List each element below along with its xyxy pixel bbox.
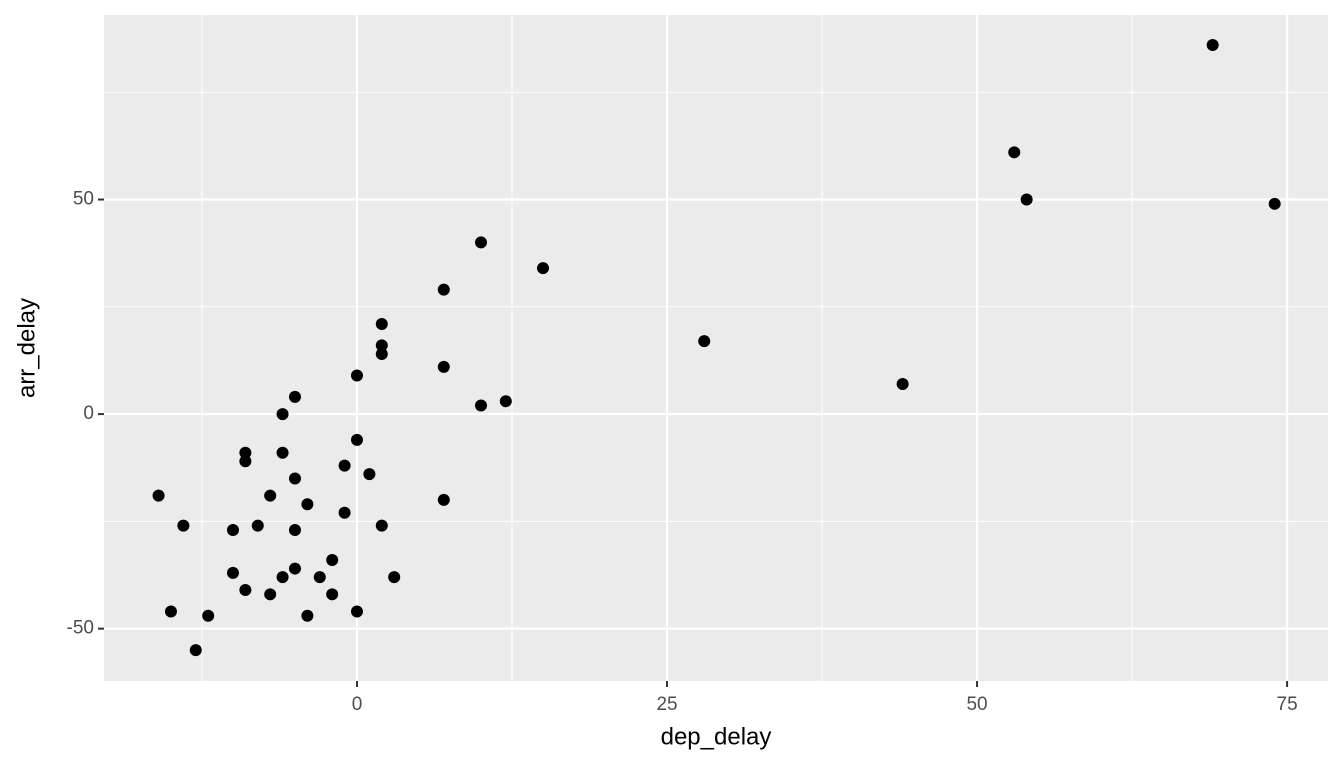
point — [1008, 146, 1021, 159]
y-tick-label: 0 — [83, 403, 94, 424]
point — [375, 519, 388, 532]
point — [239, 455, 252, 468]
point — [326, 553, 339, 566]
point — [1206, 39, 1219, 52]
point — [288, 390, 301, 403]
point — [350, 605, 363, 618]
point — [301, 609, 314, 622]
point — [288, 562, 301, 575]
point — [152, 489, 165, 502]
point — [251, 519, 264, 532]
point — [437, 493, 450, 506]
point — [264, 489, 277, 502]
y-axis-title: arr_delay — [13, 298, 40, 398]
point — [350, 369, 363, 382]
point — [375, 348, 388, 361]
point — [338, 459, 351, 472]
point — [537, 262, 550, 275]
point — [239, 584, 252, 597]
point — [226, 523, 239, 536]
point — [363, 468, 376, 481]
point — [698, 335, 711, 348]
point — [350, 433, 363, 446]
point — [313, 571, 326, 584]
point — [474, 236, 487, 249]
point — [276, 446, 289, 459]
x-tick-label: 75 — [1277, 694, 1298, 715]
point — [276, 571, 289, 584]
point — [288, 523, 301, 536]
point — [474, 399, 487, 412]
point — [202, 609, 215, 622]
x-tick-label: 50 — [966, 694, 987, 715]
point — [896, 378, 909, 391]
point — [1020, 193, 1033, 206]
x-axis-title: dep_delay — [661, 723, 772, 750]
point — [264, 588, 277, 601]
point — [375, 317, 388, 330]
point — [326, 588, 339, 601]
point — [437, 360, 450, 373]
point — [499, 395, 512, 408]
point — [177, 519, 190, 532]
point — [239, 446, 252, 459]
point — [164, 605, 177, 618]
x-tick-label: 25 — [656, 694, 677, 715]
x-tick-label: 0 — [352, 694, 363, 715]
point — [338, 506, 351, 519]
y-tick-label: -50 — [67, 618, 94, 639]
point — [301, 498, 314, 511]
point — [189, 644, 202, 657]
point — [437, 283, 450, 296]
point — [288, 472, 301, 485]
point — [276, 408, 289, 421]
point — [226, 566, 239, 579]
point — [1268, 197, 1281, 210]
point — [375, 339, 388, 352]
panel — [104, 15, 1328, 681]
point — [388, 571, 401, 584]
y-tick-label: 50 — [73, 189, 94, 210]
